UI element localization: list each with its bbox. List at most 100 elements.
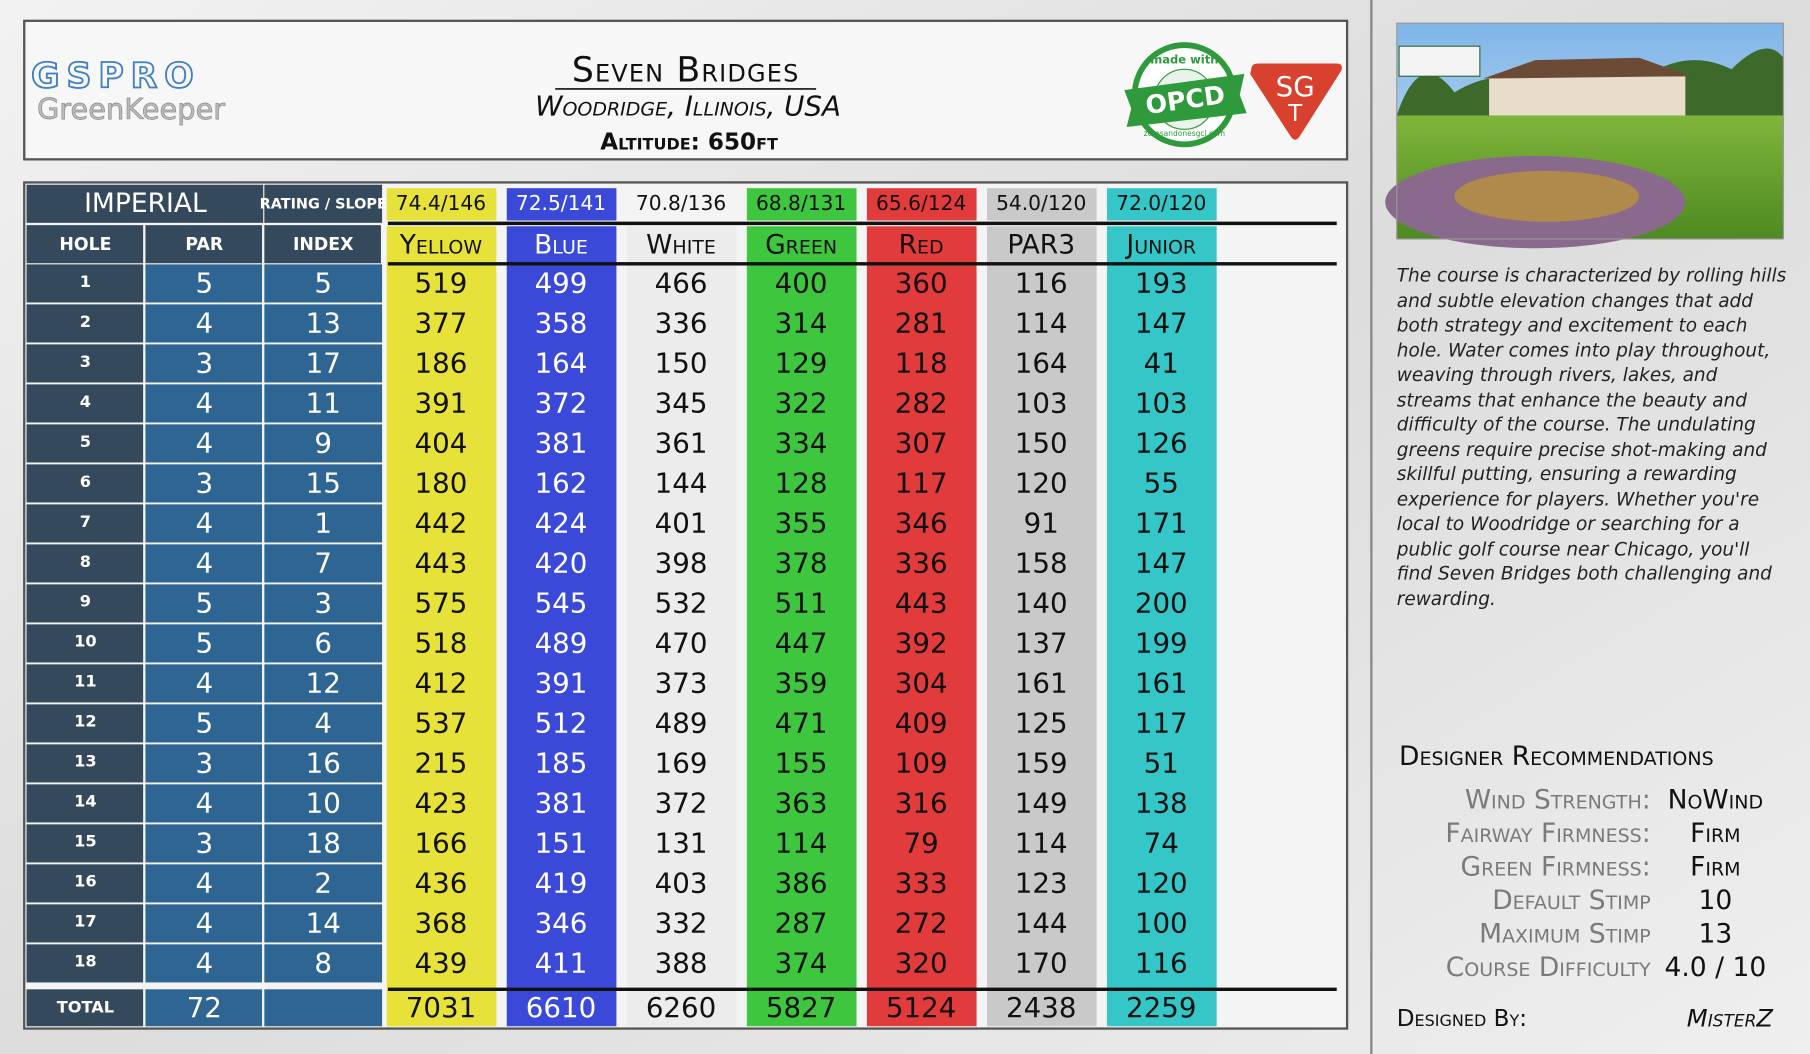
column-header: INDEX xyxy=(293,235,353,255)
par-cell xyxy=(145,784,263,823)
hole-number: 2 xyxy=(80,312,91,331)
par-value: 4 xyxy=(196,787,214,820)
par-value: 5 xyxy=(196,267,214,300)
yardage: 166 xyxy=(415,827,468,860)
yardage: 281 xyxy=(895,307,948,340)
index-value: 16 xyxy=(306,747,341,780)
yardage: 537 xyxy=(415,707,468,740)
rating-slope: 65.6/124 xyxy=(876,191,966,215)
yardage: 424 xyxy=(535,507,588,540)
hole-cell xyxy=(26,864,144,903)
yardage: 170 xyxy=(1015,947,1068,980)
yardage: 334 xyxy=(775,427,828,460)
yardage: 400 xyxy=(775,267,828,300)
tee-column xyxy=(386,226,497,1027)
yardage: 361 xyxy=(655,427,708,460)
column-header: HOLE xyxy=(59,235,111,255)
yardage: 545 xyxy=(535,587,588,620)
index-cell xyxy=(264,264,383,303)
yardage: 470 xyxy=(655,627,708,660)
rating-slope: 70.8/136 xyxy=(636,191,726,215)
yardage: 466 xyxy=(655,267,708,300)
yardage: 420 xyxy=(535,547,588,580)
yardage: 532 xyxy=(655,587,708,620)
recommendation-label: Default Stimp xyxy=(1492,885,1650,916)
yardage: 336 xyxy=(655,307,708,340)
par-value: 4 xyxy=(196,547,214,580)
par-cell xyxy=(145,584,263,623)
yardage: 114 xyxy=(1015,307,1068,340)
index-cell xyxy=(264,784,383,823)
column-header-cell xyxy=(26,225,144,264)
index-value: 5 xyxy=(314,267,332,300)
yardage: 140 xyxy=(1015,587,1068,620)
yardage: 116 xyxy=(1015,267,1068,300)
par-cell xyxy=(145,424,263,463)
yardage: 149 xyxy=(1015,787,1068,820)
yardage: 378 xyxy=(775,547,828,580)
yardage: 120 xyxy=(1015,467,1068,500)
rating-header: RATING / SLOPE xyxy=(260,196,387,212)
yardage: 518 xyxy=(415,627,468,660)
hole-cell xyxy=(26,904,144,943)
yardage: 419 xyxy=(535,867,588,900)
yardage: 129 xyxy=(775,347,828,380)
par-cell xyxy=(145,464,263,503)
yardage: 117 xyxy=(1135,707,1188,740)
yardage: 55 xyxy=(1144,467,1179,500)
yardage: 131 xyxy=(655,827,708,860)
yardage: 118 xyxy=(895,347,948,380)
index-value: 11 xyxy=(306,387,341,420)
badge-bottom: zerosandonesgcl.com xyxy=(1144,129,1225,138)
index-cell xyxy=(264,864,383,903)
index-cell xyxy=(264,384,383,423)
hole-number: 11 xyxy=(74,672,96,691)
rating-slope: 74.4/146 xyxy=(396,191,486,215)
yardage: 41 xyxy=(1144,347,1179,380)
yardage: 322 xyxy=(775,387,828,420)
index-cell xyxy=(264,904,383,943)
yardage: 398 xyxy=(655,547,708,580)
tee-column xyxy=(1107,226,1217,1027)
hole-number: 16 xyxy=(74,872,96,891)
description-box: The course is characterized by rolling h… xyxy=(1397,264,1787,609)
hole-number: 15 xyxy=(74,832,96,851)
hole-cell xyxy=(26,424,144,463)
hole-cell xyxy=(26,624,144,663)
index-cell xyxy=(264,544,383,583)
hole-cell xyxy=(26,344,144,383)
hole-number: 8 xyxy=(80,552,91,571)
par-value: 4 xyxy=(196,507,214,540)
index-cell xyxy=(264,344,383,383)
hole-number: 7 xyxy=(80,512,91,531)
yardage: 388 xyxy=(655,947,708,980)
yardage: 151 xyxy=(535,827,588,860)
tee-total: 6260 xyxy=(646,991,716,1024)
photo-clubhouse xyxy=(1489,76,1686,116)
hole-number: 17 xyxy=(74,912,96,931)
hole-cell xyxy=(26,304,144,343)
column-header-cell xyxy=(145,225,263,264)
hole-cell xyxy=(26,704,144,743)
hole-number: 9 xyxy=(80,592,91,611)
index-value: 13 xyxy=(306,307,341,340)
rating-slope: 54.0/120 xyxy=(996,191,1086,215)
location: Woodridge, Illinois, USA xyxy=(535,89,841,122)
yardage: 358 xyxy=(535,307,588,340)
yardage: 412 xyxy=(415,667,468,700)
tee-name: Green xyxy=(765,229,837,260)
yardage: 169 xyxy=(655,747,708,780)
index-cell xyxy=(264,464,383,503)
recommendation-value: 10 xyxy=(1698,885,1732,916)
par-cell xyxy=(145,664,263,703)
yardage: 51 xyxy=(1144,747,1179,780)
par-value: 4 xyxy=(196,387,214,420)
tee-column xyxy=(506,226,617,1027)
yardage: 109 xyxy=(895,747,948,780)
yardage: 79 xyxy=(904,827,939,860)
yardage: 489 xyxy=(535,627,588,660)
rating-slope: 68.8/131 xyxy=(756,191,846,215)
yardage: 164 xyxy=(535,347,588,380)
yardage: 314 xyxy=(775,307,828,340)
shield-top: SG xyxy=(1276,70,1315,103)
